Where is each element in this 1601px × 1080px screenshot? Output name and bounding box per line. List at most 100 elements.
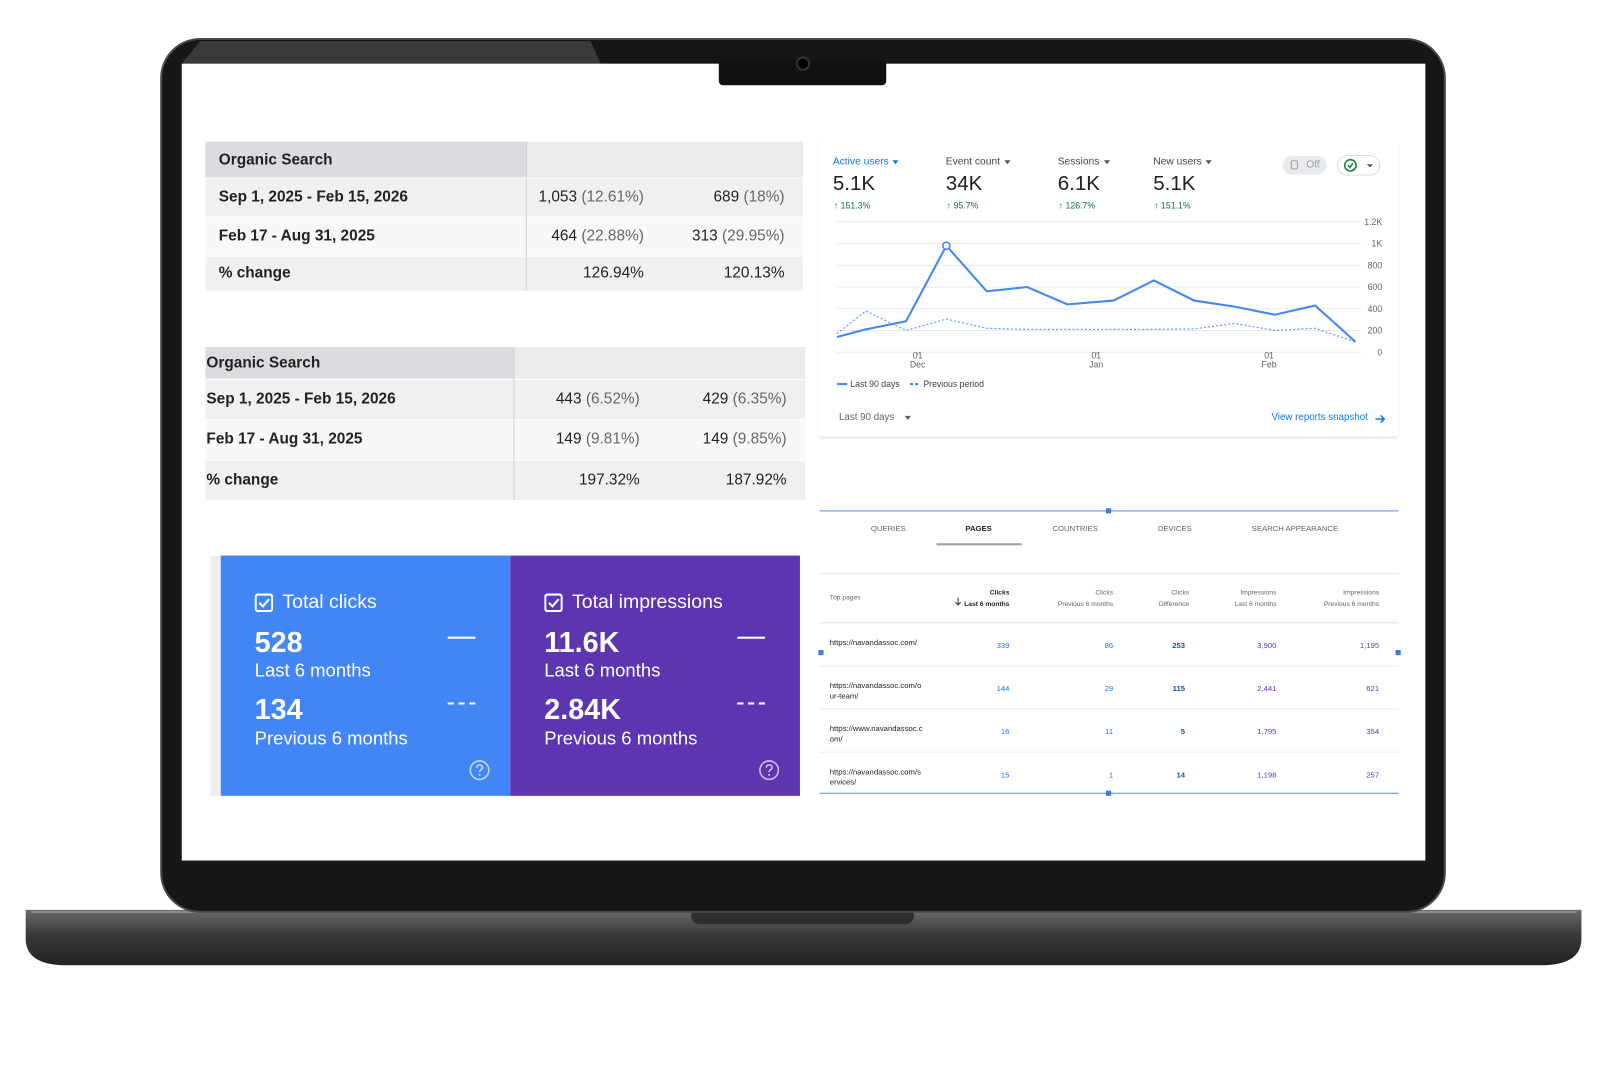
table-row <box>205 177 804 217</box>
row-label: % change <box>206 470 279 489</box>
cell-value: 443 <box>555 389 582 408</box>
card <box>220 555 511 796</box>
metric-value: 5.1K <box>832 172 876 196</box>
column-divider <box>525 216 527 256</box>
table-cell: 429 (6.35%) <box>170 389 787 408</box>
metric-name[interactable]: Active users <box>832 156 889 168</box>
card-previous-label: Previous 6 months <box>254 728 408 749</box>
range-selector[interactable]: Last 90 days <box>838 412 895 424</box>
help-glyph <box>469 760 490 781</box>
toggle[interactable] <box>1282 156 1327 175</box>
cell-value: 149 <box>555 430 582 448</box>
cell-value: 5 <box>1180 726 1186 736</box>
cell-value: 120.13% <box>723 263 785 282</box>
status-button[interactable] <box>1337 155 1381 176</box>
card-previous-label: Previous 6 months <box>544 728 698 749</box>
tab[interactable]: PAGES <box>965 523 992 533</box>
laptop-base <box>25 909 1582 966</box>
cell-value: 253 <box>1172 640 1186 650</box>
checkbox-icon <box>254 593 274 613</box>
metric-name[interactable]: Event count <box>945 156 1001 168</box>
table-row <box>205 255 804 291</box>
column-divider <box>525 255 527 291</box>
tab[interactable]: QUERIES <box>870 523 906 533</box>
table-cell: 689 (18%) <box>168 188 784 206</box>
help-icon[interactable] <box>759 760 780 781</box>
dropdown-caret <box>1103 160 1110 165</box>
checkbox[interactable] <box>254 593 274 613</box>
column-divider <box>513 378 515 419</box>
cell-value: 354 <box>1366 726 1380 736</box>
tabs-divider <box>819 573 1399 575</box>
metric-change: ↑ 151.3% <box>833 200 871 211</box>
cell-value: 1,195 <box>1359 640 1380 650</box>
metric-value: 34K <box>945 172 983 196</box>
cell-value: 126.94% <box>583 263 644 282</box>
column-subheader: Last 6 months <box>1234 600 1277 609</box>
cell-note: (6.35%) <box>732 389 787 408</box>
table-header <box>525 141 804 178</box>
page-url[interactable]: https://navandassoc.com/services/ <box>829 767 921 787</box>
camera-notch <box>718 59 887 86</box>
table-header-label <box>205 141 526 178</box>
page-url[interactable]: https://navandassoc.com/ <box>829 637 918 647</box>
table-row <box>205 378 806 419</box>
bezel-reflection <box>181 41 601 64</box>
metric-name[interactable]: New users <box>1153 156 1202 168</box>
cell-note: (6.52%) <box>585 389 640 408</box>
card-previous: 2.84K <box>544 693 621 726</box>
arrow-icon <box>1375 414 1386 424</box>
table-cell: 464 (22.88%) <box>28 227 644 245</box>
tab[interactable]: DEVICES <box>1157 523 1192 533</box>
metric-name[interactable]: Sessions <box>1057 156 1100 168</box>
column-divider <box>525 177 527 217</box>
cell-note: (18%) <box>743 187 785 206</box>
column-header: Clicks <box>1095 589 1114 597</box>
range-caret <box>904 415 911 421</box>
cards-frame <box>210 555 221 796</box>
metric-value: 5.1K <box>1153 172 1196 196</box>
tab[interactable]: SEARCH APPEARANCE <box>1251 523 1339 533</box>
help-icon[interactable] <box>469 760 490 781</box>
cell-value: 14 <box>1176 769 1186 779</box>
card <box>510 555 800 796</box>
cell-value: 339 <box>996 640 1010 650</box>
report-link[interactable]: View reports snapshot <box>1271 412 1368 424</box>
cell-value: 16 <box>1000 726 1010 736</box>
cell-note: (12.61%) <box>581 187 644 206</box>
page-url[interactable]: https://navandassoc.com/our-team/ <box>829 680 922 701</box>
analytics-panel <box>818 141 1399 437</box>
cell-value: 149 <box>702 430 729 448</box>
row-label: Feb 17 - Aug 31, 2025 <box>218 226 375 245</box>
card-label: Total impressions <box>571 591 723 613</box>
cell-note: (9.81%) <box>585 430 640 448</box>
cell-value: 689 <box>713 187 740 206</box>
header-divider <box>819 622 1399 624</box>
row-label: Sep 1, 2025 - Feb 15, 2026 <box>206 389 396 408</box>
camera <box>795 56 811 71</box>
column-header: Impressions <box>1343 589 1380 597</box>
table-title: Organic Search <box>218 150 333 168</box>
selection-handle <box>1395 650 1401 656</box>
cell-note: (9.85%) <box>732 430 787 448</box>
table-cell: 120.13% <box>168 263 785 282</box>
help-glyph <box>759 760 780 781</box>
cell-value: 15 <box>1000 769 1010 779</box>
table-header <box>513 347 806 379</box>
cell-value: 2,441 <box>1257 683 1277 693</box>
checkbox[interactable] <box>544 593 563 613</box>
legend-dashed <box>737 702 766 705</box>
legend-solid <box>737 636 766 639</box>
tab[interactable]: COUNTRIES <box>1052 523 1098 533</box>
page-url[interactable]: https://www.navandassoc.com/ <box>829 723 923 744</box>
card-label: Total clicks <box>282 591 377 613</box>
selection-handle <box>1105 790 1112 796</box>
table-header-label <box>205 347 514 379</box>
column-header: Top pages <box>829 594 861 602</box>
cell-value: 3,900 <box>1257 640 1277 650</box>
active-tab-underline <box>936 543 1022 546</box>
column-divider <box>513 418 515 461</box>
table-cell: 149 (9.81%) <box>24 430 640 448</box>
table-cell: 1,053 (12.61%) <box>28 188 644 206</box>
